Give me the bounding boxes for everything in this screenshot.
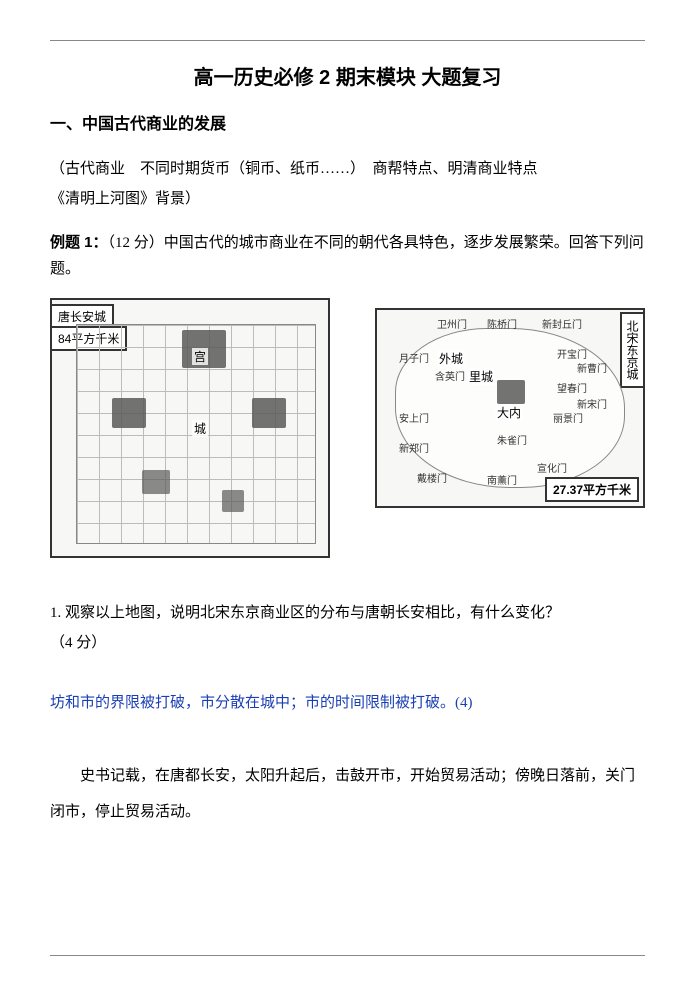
gate-xincaomen: 新曹门 — [577, 360, 607, 375]
answer-text: 坊和市的界限被打破，市分散在城中；市的时间限制被打破。(4) — [50, 688, 645, 718]
gate-xinsongmen: 新宋门 — [577, 396, 607, 411]
palace-inner-label: 大内 — [495, 404, 523, 421]
question-number: 1. — [50, 605, 61, 621]
map-song-dongjing: 北宋东京城 里城 大内 外城 卫州门 陈桥门 新封丘门 月子门 开宝门 含英门 … — [375, 308, 645, 508]
map-right-scale: 27.37平方千米 — [545, 477, 639, 502]
gate-xinzhengmen: 新郑门 — [399, 440, 429, 455]
question-1: 1. 观察以上地图，说明北宋东京商业区的分布与唐朝长安相比，有什么变化？ （4 … — [50, 598, 645, 658]
inner-city-label: 里城 — [467, 368, 495, 385]
example-paragraph: 例题 1：（12 分）中国古代的城市商业在不同的朝代各具特色，逐步发展繁荣。回答… — [50, 230, 645, 282]
gate-chenqiaomen: 陈桥门 — [487, 316, 517, 331]
inner-palace-block — [497, 380, 525, 404]
passage-text: 史书记载，在唐都长安，太阳升起后，击鼓开市，开始贸易活动；傍晚日落前，关门闭市，… — [50, 758, 645, 830]
topics-text-1: （古代商业 不同时期货币（铜币、纸币……） 商帮特点、明清商业特点 — [50, 161, 538, 177]
gate-hanyingmen: 含英门 — [435, 368, 465, 383]
map-tang-changan: 唐长安城 84平方千米 宫 城 — [50, 298, 330, 558]
gate-weizhoumen: 卫州门 — [437, 316, 467, 331]
palace-label: 宫 — [192, 348, 208, 365]
gate-wangchunmen: 望春门 — [557, 380, 587, 395]
question-text: 观察以上地图，说明北宋东京商业区的分布与唐朝长安相比，有什么变化？ — [65, 605, 560, 621]
gate-lijingmen: 丽景门 — [553, 410, 583, 425]
gate-nanxunmen: 南薰门 — [487, 472, 517, 487]
topics-line: （古代商业 不同时期货币（铜币、纸币……） 商帮特点、明清商业特点 《清明上河图… — [50, 154, 645, 214]
maps-row: 唐长安城 84平方千米 宫 城 北宋东京城 里城 大内 外城 卫州门 陈桥门 新… — [50, 298, 645, 558]
ward-block-2 — [222, 490, 244, 512]
gate-yuezimen: 月子门 — [399, 350, 429, 365]
gate-anshangmen: 安上门 — [399, 410, 429, 425]
imperial-label: 城 — [192, 420, 208, 437]
gate-xuanhuamen: 宣化门 — [537, 460, 567, 475]
east-market-block — [252, 398, 286, 428]
footer-rule — [50, 955, 645, 956]
page-title: 高一历史必修 2 期末模块 大题复习 — [50, 61, 645, 90]
question-marks: （4 分） — [50, 635, 106, 651]
section-heading: 一、中国古代商业的发展 — [50, 110, 645, 134]
map-right-name: 北宋东京城 — [620, 312, 645, 388]
outer-city-label: 外城 — [437, 350, 465, 367]
gate-zhuquemen: 朱雀门 — [497, 432, 527, 447]
west-market-block — [112, 398, 146, 428]
top-rule — [50, 40, 645, 41]
example-points: （12 分） — [108, 235, 164, 251]
gate-xinfengqiumen: 新封丘门 — [542, 316, 582, 331]
gate-kaibaomen: 开宝门 — [557, 346, 587, 361]
example-label: 例题 1： — [50, 234, 108, 251]
ward-block-1 — [142, 470, 170, 494]
topics-text-2: 《清明上河图》背景） — [50, 191, 200, 207]
gate-dailoumen: 戴楼门 — [417, 470, 447, 485]
